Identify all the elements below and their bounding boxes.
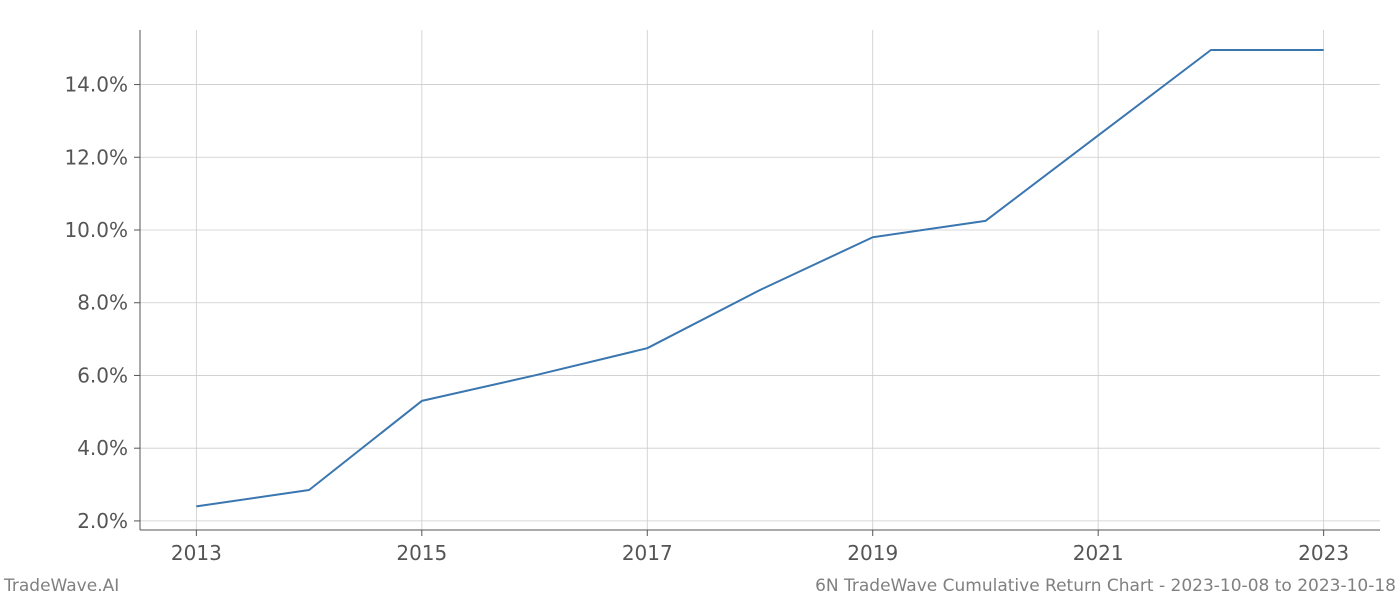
y-tick-label: 4.0% (77, 436, 128, 460)
y-tick-label: 10.0% (64, 218, 128, 242)
x-tick-label: 2017 (622, 541, 673, 565)
y-tick-label: 14.0% (64, 73, 128, 97)
chart-container: 2013 2015 2017 2019 2021 2023 2.0% 4.0% 6.0% 8.0%… (0, 0, 1400, 600)
x-tick-label: 2023 (1298, 541, 1349, 565)
return-chart-svg: 2013 2015 2017 2019 2021 2023 2.0% 4.0% 6.0% 8.0%… (0, 0, 1400, 600)
x-tick-label: 2013 (171, 541, 222, 565)
x-tick-label: 2019 (847, 541, 898, 565)
x-tick-label: 2015 (396, 541, 447, 565)
y-tick-label: 2.0% (77, 509, 128, 533)
x-tick-label: 2021 (1073, 541, 1124, 565)
y-tick-label: 6.0% (77, 363, 128, 387)
y-tick-label: 8.0% (77, 291, 128, 315)
y-tick-label: 12.0% (64, 145, 128, 169)
footer-right-label: 6N TradeWave Cumulative Return Chart - 2… (815, 576, 1396, 596)
footer-left-label: TradeWave.AI (4, 576, 119, 596)
